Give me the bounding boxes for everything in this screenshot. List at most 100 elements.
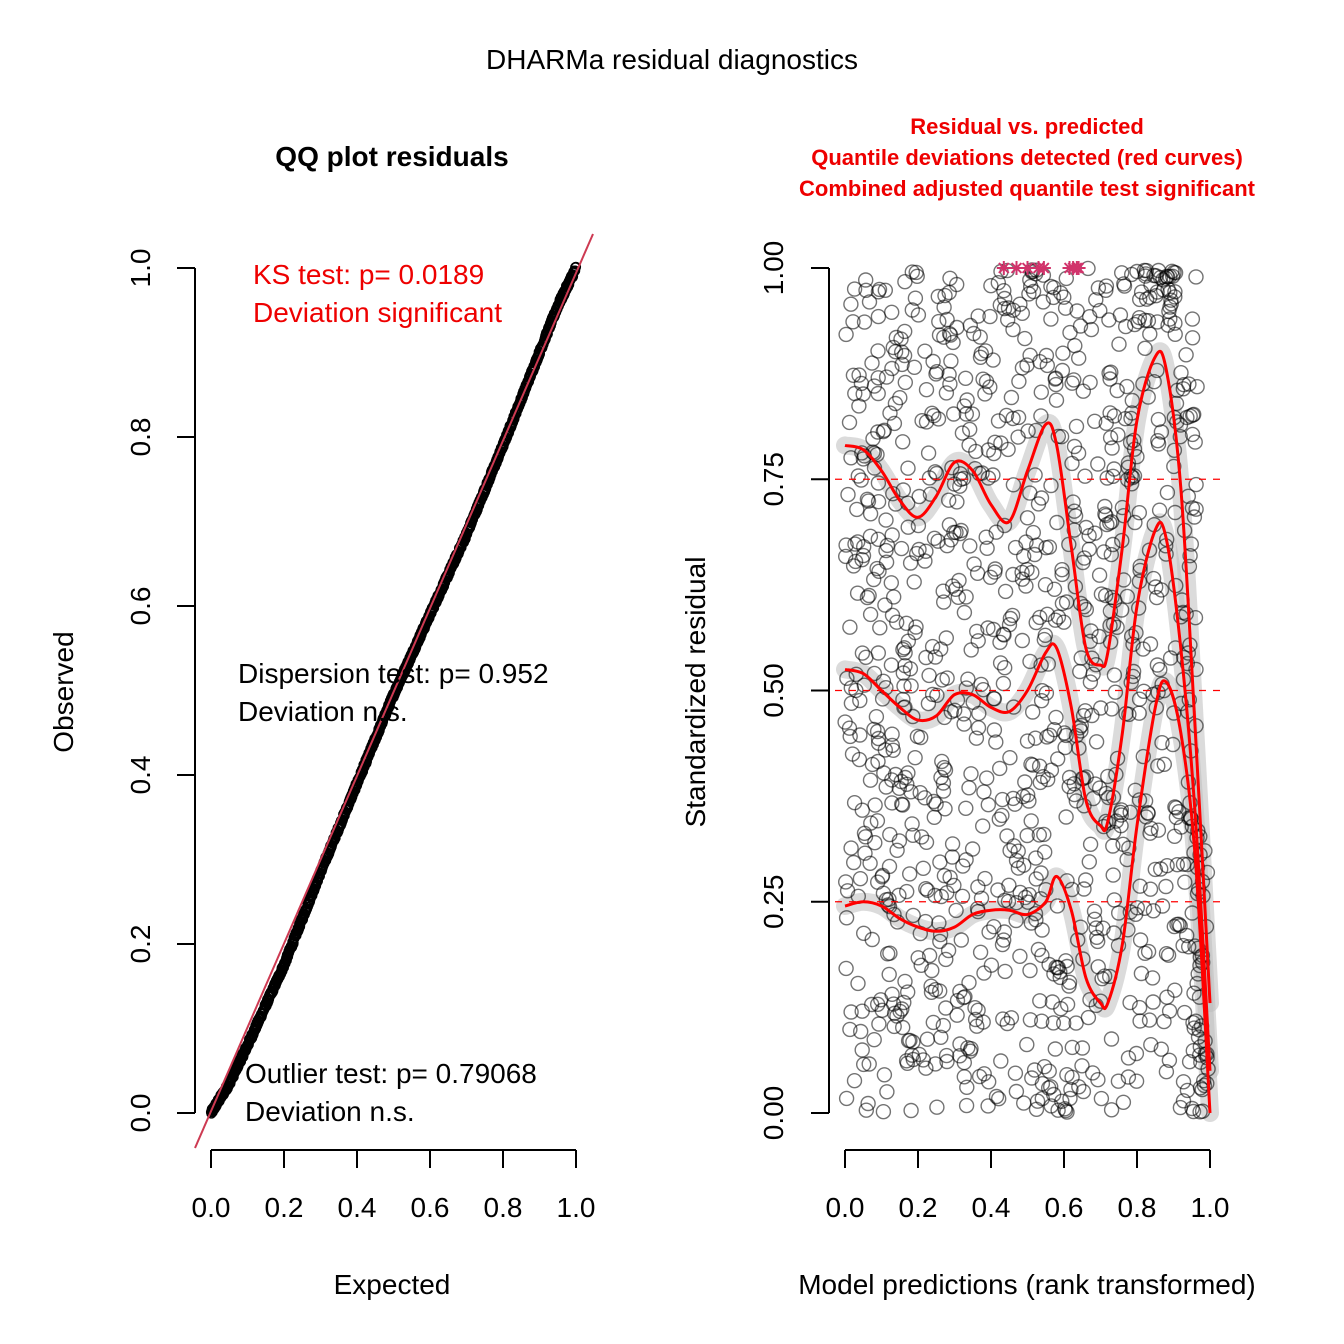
residual-point — [977, 386, 993, 402]
residual-point — [1078, 519, 1094, 536]
residual-point — [961, 974, 977, 991]
residual-point — [1019, 827, 1035, 844]
residual-point — [1014, 564, 1030, 581]
residual-point — [1038, 685, 1055, 701]
ks-test-text: KS test: p= 0.0189 — [253, 259, 484, 290]
residual-point — [931, 313, 947, 330]
residual-point — [964, 841, 981, 857]
residual-point — [1141, 1012, 1158, 1028]
residual-point — [980, 1098, 996, 1114]
qq-x-tick-label: 0.4 — [338, 1192, 377, 1223]
residual-point — [926, 530, 943, 546]
residual-point — [973, 890, 990, 906]
residual-point — [1019, 357, 1035, 373]
residual-point — [1022, 1012, 1039, 1028]
residual-point — [937, 287, 953, 304]
residual-point — [1008, 895, 1025, 911]
residual-point — [886, 1018, 902, 1035]
residual-point — [878, 369, 895, 385]
residual-point — [868, 709, 885, 725]
residual-y-tick-label: 0.75 — [758, 452, 789, 507]
residual-point — [862, 772, 879, 788]
residual-point — [996, 924, 1013, 940]
qq-x-label: Expected — [334, 1269, 451, 1300]
residual-point — [1047, 612, 1064, 628]
residual-point — [1055, 345, 1071, 361]
residual-point — [1019, 787, 1036, 803]
residual-point — [879, 1084, 895, 1100]
residual-point — [1107, 684, 1124, 700]
residual-point — [969, 565, 986, 581]
residual-point — [1059, 958, 1075, 975]
residual-point — [891, 887, 907, 903]
residual-point — [933, 1029, 949, 1046]
residual-point — [1161, 1052, 1178, 1069]
residual-point — [962, 538, 978, 554]
residual-point — [1061, 974, 1078, 990]
residual-point — [1035, 294, 1051, 310]
residual-point — [854, 645, 871, 661]
residual-point — [897, 973, 913, 990]
residual-point — [1173, 819, 1189, 835]
residual-point — [992, 760, 1008, 777]
residual-point — [924, 638, 941, 655]
residual-point — [964, 406, 981, 422]
residual-point — [1088, 734, 1105, 750]
residual-point — [1186, 985, 1202, 1001]
residual-point — [926, 793, 942, 810]
outlier-star — [996, 261, 1011, 275]
residual-point — [1027, 467, 1043, 483]
residual-point — [897, 323, 913, 340]
residual-point — [1151, 502, 1168, 518]
residual-point — [1093, 1090, 1110, 1107]
residual-title-line-2: Quantile deviations detected (red curves… — [811, 145, 1243, 170]
residual-point — [1005, 321, 1021, 338]
residual-point — [886, 589, 902, 605]
residual-point — [869, 813, 886, 829]
residual-point — [1131, 691, 1148, 707]
residual-point — [945, 334, 961, 351]
dispersion-deviation-text: Deviation n.s. — [238, 696, 408, 727]
residual-point — [1173, 365, 1189, 381]
residual-point — [1171, 804, 1187, 820]
residual-point — [986, 919, 1002, 935]
residual-point — [982, 569, 999, 585]
residual-point — [1028, 537, 1045, 553]
residual-point — [1023, 813, 1039, 829]
residual-point — [992, 655, 1009, 671]
residual-point — [1137, 340, 1153, 356]
residual-point — [1030, 941, 1047, 958]
qq-y-tick-label: 0.4 — [125, 756, 156, 795]
residual-point — [1179, 409, 1195, 426]
residual-title-line-3: Combined adjusted quantile test signific… — [799, 176, 1256, 201]
residual-point — [1007, 1065, 1024, 1081]
residual-point — [1082, 374, 1098, 391]
residual-point — [1120, 1050, 1137, 1066]
residual-point — [1045, 289, 1062, 306]
residual-point — [948, 581, 964, 597]
residual-point — [1047, 371, 1063, 387]
residual-point — [923, 984, 940, 1000]
residual-point — [1168, 800, 1184, 816]
residual-point — [864, 756, 881, 773]
residual-point — [1008, 1083, 1025, 1100]
residual-point — [906, 359, 923, 375]
residual-point — [921, 667, 937, 684]
residual-point — [1081, 528, 1097, 544]
residual-point — [930, 288, 946, 305]
residual-point — [970, 308, 986, 324]
residual-point — [1150, 758, 1166, 774]
residual-point — [1181, 1053, 1198, 1070]
residual-point — [883, 575, 899, 591]
residual-point — [906, 574, 922, 590]
residual-point — [1042, 1079, 1059, 1095]
residual-point — [905, 708, 921, 725]
residual-y-tick-label: 0.00 — [758, 1086, 789, 1141]
residual-point — [1102, 430, 1119, 446]
residual-point — [897, 374, 913, 391]
residual-point — [1155, 282, 1172, 298]
residual-point — [913, 957, 929, 973]
residual-point — [1167, 326, 1183, 342]
residual-point — [982, 308, 998, 325]
residual-point — [861, 1056, 877, 1072]
